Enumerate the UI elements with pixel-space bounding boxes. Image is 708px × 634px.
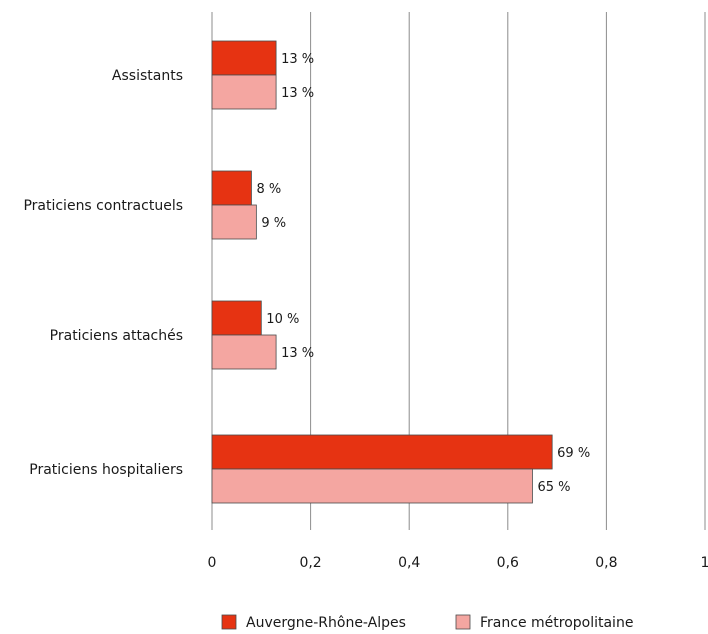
data-label: 69 % — [557, 446, 590, 461]
legend-swatch — [221, 614, 237, 630]
data-label: 9 % — [261, 216, 286, 231]
legend: Auvergne-Rhône-Alpes France métropolitain… — [221, 614, 633, 631]
bar-auvergne-rhone-alpes — [211, 170, 252, 206]
bar-auvergne-rhone-alpes — [211, 300, 262, 336]
bar-auvergne-rhone-alpes — [211, 434, 553, 470]
x-tick-label: 0,8 — [595, 555, 617, 571]
x-tick-label: 0,2 — [299, 555, 321, 571]
data-labels: 13 % 13 % 8 % 9 % 10 % 13 % 69 % 65 % — [256, 52, 590, 495]
data-label: 10 % — [266, 312, 299, 327]
data-label: 13 % — [281, 86, 314, 101]
category-label: Praticiens hospitaliers — [29, 462, 183, 478]
category-labels: Assistants Praticiens contractuels Pratici… — [23, 68, 183, 478]
bar-france-metropolitaine — [211, 468, 533, 504]
legend-label: Auvergne-Rhône-Alpes — [246, 615, 406, 631]
data-label: 65 % — [537, 480, 570, 495]
bar-auvergne-rhone-alpes — [211, 40, 277, 76]
data-label: 8 % — [256, 182, 281, 197]
data-label: 13 % — [281, 346, 314, 361]
x-axis-ticks: 0 0,2 0,4 0,6 0,8 1 — [208, 555, 708, 571]
bars — [211, 40, 553, 504]
category-label: Praticiens contractuels — [23, 198, 183, 214]
category-label: Assistants — [112, 68, 183, 84]
data-label: 13 % — [281, 52, 314, 67]
x-tick-label: 1 — [701, 555, 708, 571]
x-tick-label: 0,4 — [398, 555, 420, 571]
x-tick-label: 0 — [208, 555, 217, 571]
bar-france-metropolitaine — [211, 204, 257, 240]
bar-france-metropolitaine — [211, 334, 277, 370]
x-tick-label: 0,6 — [497, 555, 519, 571]
bar-france-metropolitaine — [211, 74, 277, 110]
legend-label: France métropolitaine — [480, 615, 633, 631]
category-label: Praticiens attachés — [50, 328, 183, 344]
legend-swatch — [455, 614, 471, 630]
